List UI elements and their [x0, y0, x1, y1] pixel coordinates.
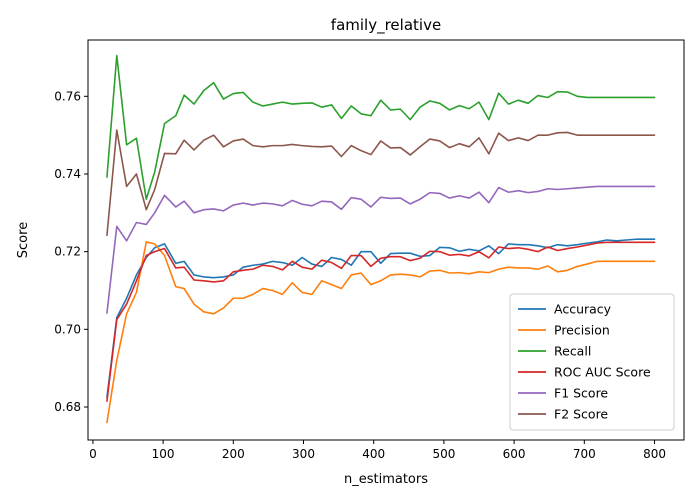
y-axis: 0.68 0.70 0.72 0.74 0.76 [54, 89, 88, 414]
series-line-recall [106, 54, 656, 201]
x-axis: 0 100 200 300 400 500 600 700 800 [89, 440, 666, 461]
y-tick-label: 0.76 [54, 89, 81, 103]
legend: Accuracy Precision Recall ROC AUC Score F1 S… [509, 293, 675, 431]
plot-frame [87, 39, 685, 441]
y-tick-label: 0.68 [54, 400, 81, 414]
x-tick-label: 600 [503, 447, 526, 461]
series-lines [106, 54, 656, 424]
y-tick-label: 0.72 [54, 245, 81, 259]
x-tick-label: 700 [573, 447, 596, 461]
x-tick-label: 500 [432, 447, 455, 461]
legend-label-accuracy: Accuracy [554, 302, 612, 317]
x-tick-label: 200 [222, 447, 245, 461]
x-tick-label: 300 [292, 447, 315, 461]
x-axis-label: n_estimators [344, 472, 428, 487]
x-tick-label: 0 [89, 447, 97, 461]
x-tick-label: 400 [362, 447, 385, 461]
legend-label-f2-score: F2 Score [554, 407, 608, 422]
legend-label-roc-auc-score: ROC AUC Score [554, 365, 651, 380]
chart-title: family_relative [331, 16, 441, 35]
legend-label-precision: Precision [554, 323, 610, 338]
series-line-roc-auc-score [106, 241, 656, 402]
legend-label-recall: Recall [554, 344, 591, 359]
series-line-precision [106, 241, 656, 424]
y-tick-label: 0.74 [54, 167, 81, 181]
legend-box [509, 293, 675, 431]
x-tick-label: 100 [152, 447, 175, 461]
y-tick-label: 0.70 [54, 322, 81, 336]
legend-label-f1-score: F1 Score [554, 386, 608, 401]
series-line-accuracy [106, 238, 656, 399]
y-axis-label: Score [16, 222, 31, 258]
series-line-f1-score [106, 185, 656, 314]
series-line-f2-score [106, 129, 656, 237]
x-tick-label: 800 [643, 447, 666, 461]
